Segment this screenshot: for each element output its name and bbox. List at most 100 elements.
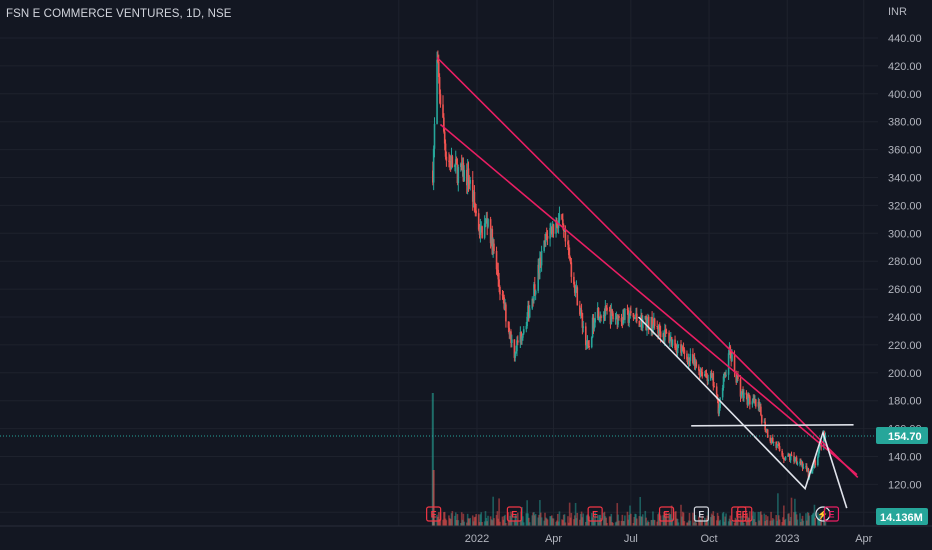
candle-body [609,311,612,325]
volume-bar [636,518,638,526]
svg-text:E: E [742,510,748,520]
candle-body [647,316,649,321]
candle-body [674,339,676,349]
volume-bar [728,518,731,526]
volume-bar [471,515,474,526]
candle-body [563,230,566,232]
volume-bar [608,516,611,526]
candle-body [760,406,762,415]
earnings-event[interactable]: E [658,506,675,522]
drawings[interactable] [436,56,859,509]
horizontal-line[interactable] [691,424,854,427]
candle-body [579,309,582,315]
volume-bar [534,515,536,526]
volume-bar [641,516,643,526]
volume-bar [545,517,547,526]
earnings-event[interactable]: E [693,506,710,522]
candle-body [818,444,821,450]
candle-body [731,354,733,361]
symbol-title[interactable]: FSN E COMMERCE VENTURES, 1D, NSE [6,8,232,20]
candle-body [612,313,614,320]
volume-tag [876,508,928,525]
volume-bar [676,518,679,526]
event-markers[interactable]: E E E E E E E ⚡ E [426,506,840,522]
volume-bar [463,521,466,526]
candle-body [644,316,647,320]
volume-bar [743,522,745,526]
time-tick: 2022 [465,533,489,545]
volume-bar [731,520,733,526]
volume-bar [503,515,505,526]
volume-bar [783,519,786,526]
candle-body [712,373,715,387]
candle-body [813,460,816,467]
candle-body [605,306,607,308]
volume-bar [771,520,773,526]
volume-bar [450,513,453,526]
candle-body [611,309,613,314]
trendline[interactable] [436,56,859,478]
zigzag-pattern[interactable] [637,316,848,509]
price-tick: 300.00 [888,228,922,240]
volume-bar [749,511,751,526]
candle-body [606,307,608,311]
earnings-event[interactable]: E [426,506,442,522]
volume-bar [717,515,720,526]
candle-body [680,344,682,353]
volume-bar [604,516,607,526]
candle-body [662,333,664,338]
earnings-event[interactable]: E [587,506,603,522]
volume-bar [671,518,674,526]
volume-bar [462,513,465,526]
volume-bar [443,511,446,526]
candle-body [573,284,576,293]
candle-body [760,414,763,423]
candle-body [698,366,700,371]
volume-bar [747,517,749,526]
candle-body [802,467,805,469]
candle-body [790,454,793,456]
time-axis[interactable]: 2022 Apr Jul Oct 2023 Apr [0,525,932,545]
candle-body [626,309,629,311]
candle-body [495,251,498,270]
volume-bar [700,521,703,526]
volume-bar [742,512,744,526]
candle-body [474,204,477,211]
volume-bar [609,516,612,526]
volume-bar [522,522,525,526]
price-tags: 154.70 14.136M [0,426,928,525]
candle-body [627,310,630,323]
candle-body [604,306,607,317]
volume-bar [561,519,563,526]
earnings-event[interactable]: E [823,506,840,522]
split-event-icon[interactable]: ⚡ [815,506,831,522]
volume-bar [748,518,750,526]
volume-bar [788,513,790,526]
volume-bar [669,514,671,526]
trendline[interactable] [439,123,858,476]
volume-bar [783,505,785,526]
candle-body [510,331,512,343]
price-tick: 400.00 [888,89,922,101]
volume-bar [568,522,570,526]
candle-body [699,371,702,375]
earnings-event[interactable]: E [737,506,753,522]
volume-bar [687,522,689,526]
volume-bar [650,520,653,526]
candle-body [504,304,506,309]
candle-body [788,454,790,457]
candle-body [622,309,624,324]
candle-body [432,148,435,183]
volume-bar [432,470,435,526]
volume-bar [814,517,817,526]
candle-body [517,340,519,343]
volume-bar [812,512,815,526]
volume-bar [491,520,494,526]
candle-body [568,244,570,256]
candle-body [561,214,563,220]
candle-body [550,227,552,229]
candle-body [800,461,802,464]
earnings-event[interactable]: E [506,506,522,522]
volume-bar [681,511,684,526]
